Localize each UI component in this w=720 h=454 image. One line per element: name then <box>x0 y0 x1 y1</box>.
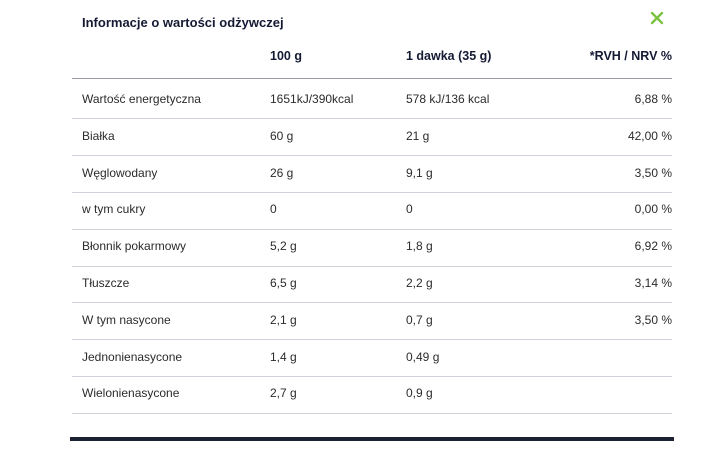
nutrient-value: 5,2 g <box>270 239 297 254</box>
nutrient-value: 0 <box>270 202 277 217</box>
nutrient-value: 9,1 g <box>406 165 433 180</box>
nutrient-name: Węglowodany <box>82 165 158 180</box>
row-rule <box>72 192 672 193</box>
nutrient-value: 3,50 % <box>634 312 672 327</box>
nutrient-name: Błonnik pokarmowy <box>82 239 187 254</box>
column-header: 100 g <box>270 49 302 63</box>
nutrient-name: Wielonienasycone <box>82 386 180 401</box>
nutrient-name: Jednonienasycone <box>82 349 183 364</box>
nutrient-value: 3,14 % <box>634 276 672 290</box>
nutrient-value: 0,7 g <box>406 312 433 327</box>
column-header: *RVH / NRV % <box>589 49 672 63</box>
nutrient-value: 21 g <box>406 128 430 143</box>
nutrient-value: 42,00 % <box>627 128 672 143</box>
nutrient-name: w tym cukry <box>82 202 146 217</box>
row-rule <box>72 229 672 230</box>
nutrient-name: Tłuszcze <box>82 276 130 290</box>
nutrient-name: W tym nasycone <box>82 312 171 327</box>
close-button[interactable] <box>648 9 666 27</box>
header-rule <box>72 78 672 79</box>
nutrient-value: 6,88 % <box>634 92 672 106</box>
nutrient-value: 26 g <box>270 165 294 180</box>
nutrient-value: 2,2 g <box>406 276 433 290</box>
panel-title: Informacje o wartości odżywczej <box>82 15 284 30</box>
nutrient-value: 0,9 g <box>406 386 433 401</box>
nutrient-value: 6,5 g <box>270 276 297 290</box>
nutrient-value: 6,92 % <box>634 239 672 254</box>
row-rule <box>72 339 672 340</box>
nutrient-value: 1,4 g <box>270 349 297 364</box>
nutrient-name: Wartość energetyczna <box>82 92 201 106</box>
column-header: 1 dawka (35 g) <box>406 49 492 63</box>
nutrient-value: 0,49 g <box>406 349 440 364</box>
row-rule <box>72 118 672 119</box>
nutrient-value: 578 kJ/136 kcal <box>406 92 490 106</box>
row-rule <box>72 155 672 156</box>
nutrient-value: 0 <box>406 202 413 217</box>
nutrient-value: 0,00 % <box>634 202 672 217</box>
nutrient-name: Białka <box>82 128 115 143</box>
row-rule <box>72 376 672 377</box>
nutrient-value: 60 g <box>270 128 294 143</box>
row-rule <box>72 266 672 267</box>
nutrient-value: 2,7 g <box>270 386 297 401</box>
nutrient-value: 3,50 % <box>634 165 672 180</box>
row-rule <box>72 302 672 303</box>
row-rule <box>72 413 672 414</box>
bottom-bar <box>70 437 674 441</box>
nutrient-value: 2,1 g <box>270 312 297 327</box>
nutrient-value: 1,8 g <box>406 239 433 254</box>
nutrient-value: 1651kJ/390kcal <box>270 92 354 106</box>
